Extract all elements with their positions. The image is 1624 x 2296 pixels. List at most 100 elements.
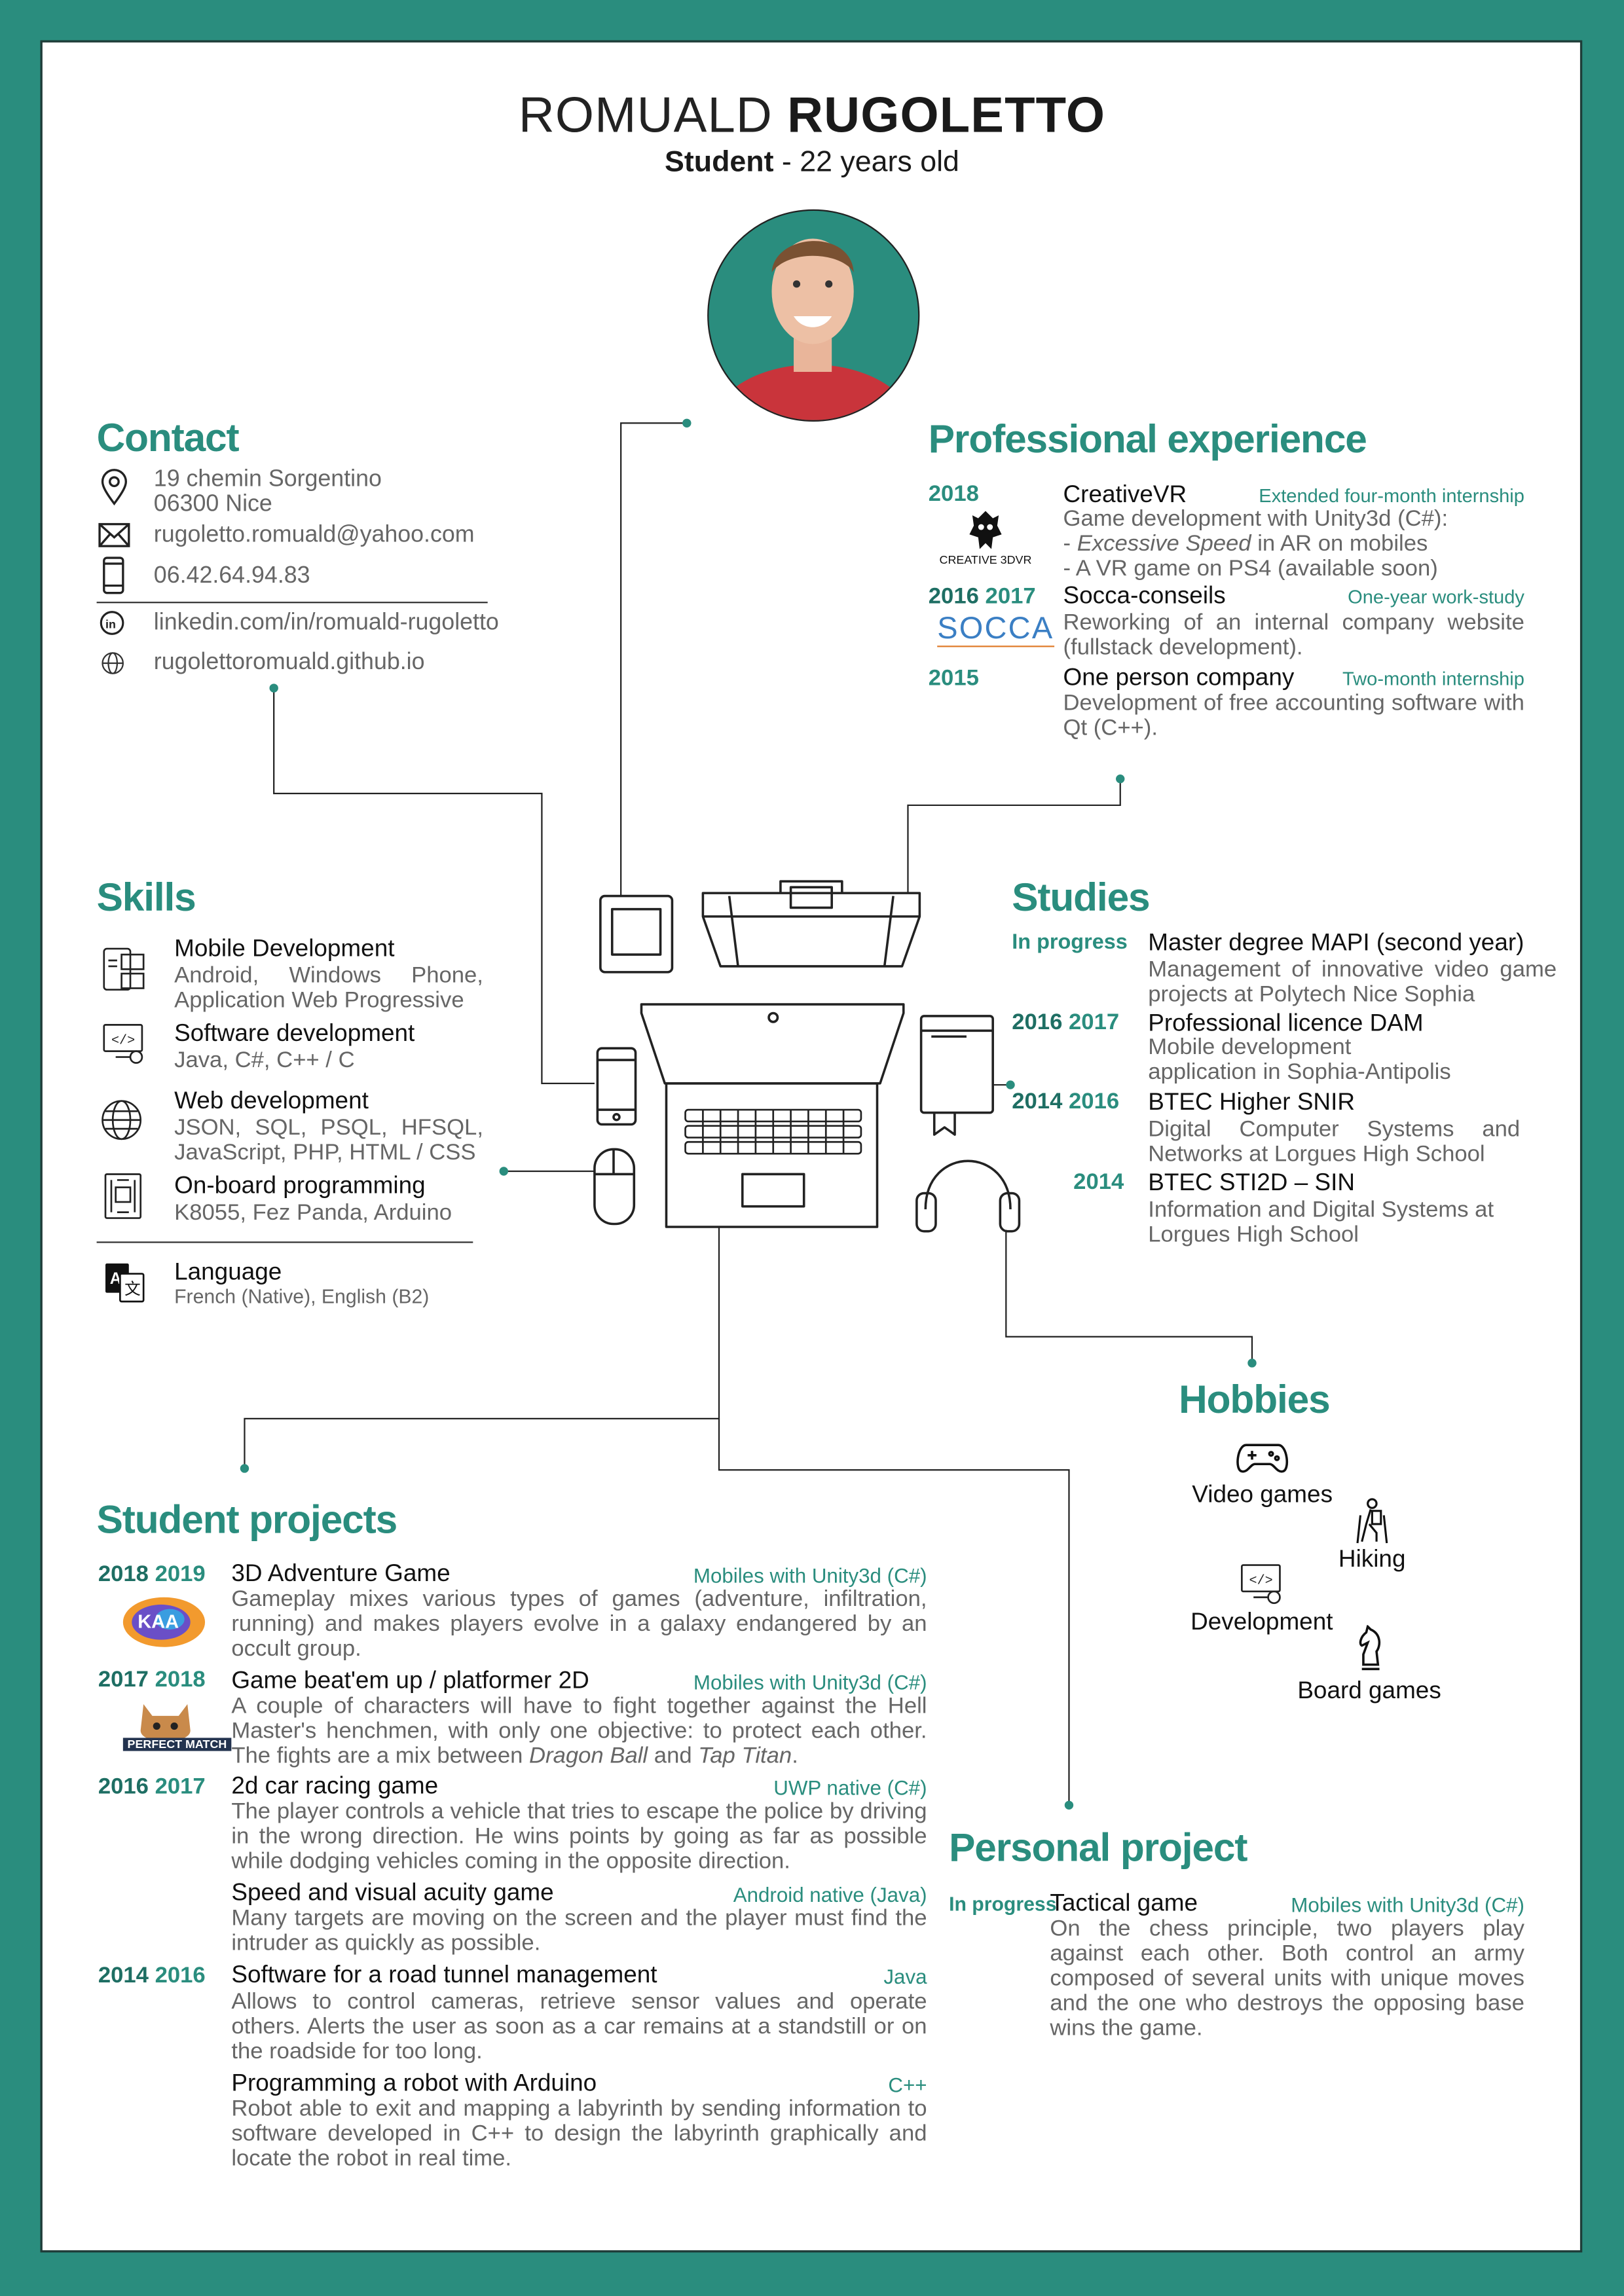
proj-5-desc: Allows to control cameras, retrieve sens… <box>231 1990 927 2065</box>
mail-icon <box>98 522 130 547</box>
skill-3-desc: JSON, SQL, PSQL, HFSQL, JavaScript, PHP,… <box>174 1116 483 1166</box>
perfect-match-logo <box>140 1704 191 1742</box>
exp-3-company: One person company <box>1063 665 1295 691</box>
website-link[interactable]: rugolettoromuald.github.io <box>153 649 425 675</box>
proj-2-year: 2017 2018 <box>98 1667 206 1693</box>
svg-text:in: in <box>105 617 116 630</box>
exp-1-bullet-1: - Excessive Speed in AR on mobiles <box>1063 531 1428 556</box>
age: - 22 years old <box>773 146 959 179</box>
personal-heading: Personal project <box>949 1825 1247 1870</box>
location-icon <box>101 469 127 506</box>
study-1-desc: Management of innovative video game proj… <box>1148 957 1557 1008</box>
hobbies-heading: Hobbies <box>1179 1377 1330 1422</box>
proj-5-tech: Java <box>883 1965 927 1988</box>
exp-2-year: 2016 2017 <box>928 584 1036 610</box>
socca-logo: SOCCA <box>937 613 1054 647</box>
chess-knight-icon <box>1359 1625 1381 1671</box>
address-line-1: 19 chemin Sorgentino <box>153 467 382 492</box>
proj-4-tech: Android native (Java) <box>733 1882 927 1906</box>
exp-1-desc: Game development with Unity3d (C#): - Ex… <box>1063 507 1524 581</box>
proj-3-tech: UWP native (C#) <box>773 1776 927 1800</box>
skill-1-desc: Android, Windows Phone, Application Web … <box>174 963 483 1013</box>
proj-1-name: 3D Adventure Game <box>231 1560 451 1588</box>
email-link[interactable]: rugoletto.romuald@yahoo.com <box>153 522 475 548</box>
exp-2-type: One-year work-study <box>1348 585 1524 608</box>
avatar-portrait <box>711 238 914 420</box>
study-3-desc: Digital Computer Systems and Networks at… <box>1148 1117 1521 1167</box>
hobby-development: Development <box>1190 1609 1333 1635</box>
study-1-year: In progress <box>1012 931 1128 955</box>
proj-2-name: Game beat'em up / platformer 2D <box>231 1667 589 1694</box>
web-icon <box>101 652 124 674</box>
proj-1-desc: Gameplay mixes various types of games (a… <box>231 1587 927 1662</box>
phone-icon <box>103 556 124 594</box>
study-1-name: Master degree MAPI (second year) <box>1148 930 1524 957</box>
proj-3-year: 2016 2017 <box>98 1774 206 1800</box>
language-name: Language <box>174 1259 282 1286</box>
last-name: RUGOLETTO <box>787 88 1106 144</box>
skill-3-name: Web development <box>174 1087 369 1114</box>
skills-heading: Skills <box>96 875 196 920</box>
study-4-name: BTEC STI2D – SIN <box>1148 1169 1355 1197</box>
proj-4-desc: Many targets are moving on the screen an… <box>231 1906 927 1956</box>
svg-text:</>: </> <box>1249 1574 1273 1589</box>
hiking-icon <box>1356 1498 1388 1544</box>
study-3-year: 2014 2016 <box>1012 1089 1120 1114</box>
proj-6-tech: C++ <box>888 2073 927 2097</box>
personal-year: In progress <box>949 1893 1057 1916</box>
first-name: ROMUALD <box>518 88 773 144</box>
page-title: ROMUALD RUGOLETTO <box>0 88 1624 145</box>
exp-1-year: 2018 <box>928 481 979 507</box>
contact-heading: Contact <box>96 416 240 460</box>
exp-1-desc-line: Game development with Unity3d (C#): <box>1063 506 1449 532</box>
exp-3-type: Two-month internship <box>1342 667 1524 690</box>
software-dev-icon: </> <box>103 1024 143 1064</box>
linkedin-icon: in <box>100 611 124 635</box>
skill-2-name: Software development <box>174 1020 415 1047</box>
contact-divider <box>96 602 488 604</box>
svg-text:文: 文 <box>124 1280 141 1298</box>
study-4-desc: Information and Digital Systems at Lorgu… <box>1148 1197 1494 1248</box>
translate-icon: A 文 <box>105 1263 145 1303</box>
exp-1-type: Extended four-month internship <box>1259 484 1524 507</box>
address-line-2: 06300 Nice <box>153 492 272 517</box>
exp-3-desc: Development of free accounting software … <box>1063 691 1524 741</box>
avatar <box>707 209 920 422</box>
adventure-game-logo: KAA <box>122 1597 206 1647</box>
proj-6-name: Programming a robot with Arduino <box>231 2070 597 2097</box>
proj-4-name: Speed and visual acuity game <box>231 1880 554 1906</box>
development-icon: </> <box>1240 1564 1281 1605</box>
proj-3-name: 2d car racing game <box>231 1773 439 1800</box>
chip-icon <box>104 1173 142 1219</box>
proj-3-desc: The player controls a vehicle that tries… <box>231 1799 927 1874</box>
hobby-hiking: Hiking <box>1338 1546 1406 1573</box>
exp-1-bullet-2: - A VR game on PS4 (available soon) <box>1063 556 1438 581</box>
personal-name: Tactical game <box>1050 1889 1198 1917</box>
study-2-year: 2016 2017 <box>1012 1010 1120 1036</box>
exp-1-company: CreativeVR <box>1063 481 1187 508</box>
role: Student <box>665 146 774 179</box>
exp-2-company: Socca-conseils <box>1063 583 1226 610</box>
skill-4-name: On-board programming <box>174 1173 426 1199</box>
subtitle: Student - 22 years old <box>0 147 1624 180</box>
proj-5-name: Software for a road tunnel management <box>231 1961 657 1988</box>
proj-5-year: 2014 2016 <box>98 1963 206 1988</box>
experience-heading: Professional experience <box>928 417 1367 462</box>
personal-tech: Mobiles with Unity3d (C#) <box>1291 1893 1524 1917</box>
studies-heading: Studies <box>1012 875 1150 920</box>
phone-number: 06.42.64.94.83 <box>153 563 310 589</box>
skill-2-desc: Java, C#, C++ / C <box>174 1048 355 1074</box>
hobby-video-games: Video games <box>1192 1482 1333 1508</box>
study-2-desc-1: Mobile development <box>1148 1035 1352 1061</box>
proj-6-desc: Robot able to exit and mapping a labyrin… <box>231 2096 927 2172</box>
gamepad-icon <box>1236 1444 1289 1473</box>
proj-1-year: 2018 2019 <box>98 1562 206 1588</box>
svg-text:</>: </> <box>111 1033 135 1048</box>
perfect-match-logo-text: PERFECT MATCH <box>122 1738 232 1751</box>
linkedin-link[interactable]: linkedin.com/in/romuald-rugoletto <box>153 610 499 636</box>
creative3dvr-logo <box>969 511 1002 549</box>
exp-2-desc: Reworking of an internal company website… <box>1063 610 1524 661</box>
study-3-name: BTEC Higher SNIR <box>1148 1089 1355 1116</box>
